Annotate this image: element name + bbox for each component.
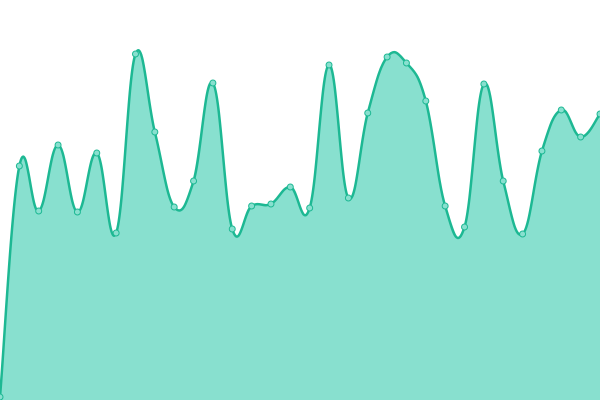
point — [248, 202, 256, 210]
point — [480, 80, 488, 88]
point — [325, 61, 333, 69]
point — [499, 177, 507, 185]
point — [306, 204, 314, 212]
point — [93, 149, 101, 157]
point — [228, 225, 236, 233]
point — [344, 194, 352, 202]
point — [596, 110, 600, 118]
point — [364, 109, 372, 117]
point — [557, 106, 565, 114]
point — [383, 53, 391, 61]
point — [54, 141, 62, 149]
point — [209, 79, 217, 87]
point — [461, 223, 469, 231]
point — [151, 128, 159, 136]
point — [35, 207, 43, 215]
point — [112, 229, 120, 237]
point — [286, 183, 294, 191]
point — [538, 147, 546, 155]
point — [0, 393, 4, 400]
point — [422, 97, 430, 105]
point — [15, 162, 23, 170]
point — [519, 230, 527, 238]
area-fill — [0, 50, 600, 400]
point — [577, 133, 585, 141]
point — [441, 202, 449, 210]
point — [131, 50, 139, 58]
point — [402, 59, 410, 67]
point — [73, 208, 81, 216]
point — [190, 177, 198, 185]
point — [267, 200, 275, 208]
point — [170, 203, 178, 211]
